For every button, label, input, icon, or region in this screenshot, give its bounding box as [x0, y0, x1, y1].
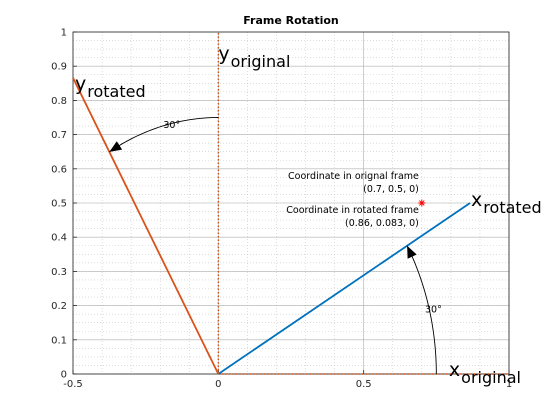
annotation-1-line-0: Coordinate in rotated frame	[286, 205, 419, 216]
angle-arc-1	[109, 117, 219, 153]
angle-label-1: 30°	[163, 120, 180, 131]
y-tick-label: 0.6	[51, 164, 67, 175]
series-line-2	[217, 202, 471, 375]
y-rotated-label: yrotated	[75, 73, 146, 101]
axis-label-main: x	[471, 189, 482, 211]
angle-arrowhead-0	[407, 245, 417, 259]
axis-label-main: y	[75, 73, 86, 95]
tick-layer: -0.5 0 0.5 100.10.20.30.40.50.60.70.80.91	[51, 28, 512, 391]
y-tick-label: 0	[61, 370, 67, 381]
x-tick-label: 1	[506, 379, 512, 390]
angle-arc-layer: 30° 30°	[109, 117, 442, 375]
coordinate-point-marker	[418, 199, 426, 207]
axis-label-subscript: rotated	[483, 198, 541, 217]
x-tick-label: 0.5	[356, 379, 372, 390]
y-tick-label: 0.3	[51, 267, 67, 278]
series-line-3	[72, 77, 220, 375]
x-tick-label: -0.5	[63, 379, 83, 390]
y-tick-label: 0.5	[51, 199, 67, 210]
axis-label-main: x	[449, 359, 460, 381]
axis-label-subscript: original	[231, 52, 291, 71]
y-tick-label: 0.8	[51, 96, 67, 107]
series-layer	[72, 32, 509, 375]
axis-label-subscript: original	[461, 368, 521, 387]
y-tick-label: 1	[61, 28, 67, 39]
y-original-label: yoriginal	[218, 43, 290, 71]
angle-arrowhead-1	[109, 141, 123, 152]
marker-stroke	[418, 200, 425, 206]
label-layer: xoriginalyoriginalxrotatedyrotatedCoordi…	[75, 43, 542, 387]
annotation-0-line-0: Coordinate in orignal frame	[288, 171, 419, 182]
y-tick-label: 0.4	[51, 233, 67, 244]
y-tick-label: 0.7	[51, 130, 67, 141]
chart-title: Frame Rotation	[243, 14, 339, 27]
axis-label-main: y	[218, 43, 229, 65]
angle-arc-0	[406, 245, 437, 375]
x-rotated-label: xrotated	[471, 189, 542, 217]
x-original-label: xoriginal	[449, 359, 521, 387]
y-tick-label: 0.2	[51, 301, 67, 312]
y-tick-label: 0.9	[51, 62, 67, 73]
y-tick-label: 0.1	[51, 335, 67, 346]
x-tick-label: 0	[215, 379, 221, 390]
annotation-1-line-1: (0.86, 0.083, 0)	[345, 218, 419, 229]
angle-label-0: 30°	[425, 304, 442, 315]
annotation-0-line-1: (0.7, 0.5, 0)	[363, 184, 419, 195]
axis-label-subscript: rotated	[87, 82, 145, 101]
